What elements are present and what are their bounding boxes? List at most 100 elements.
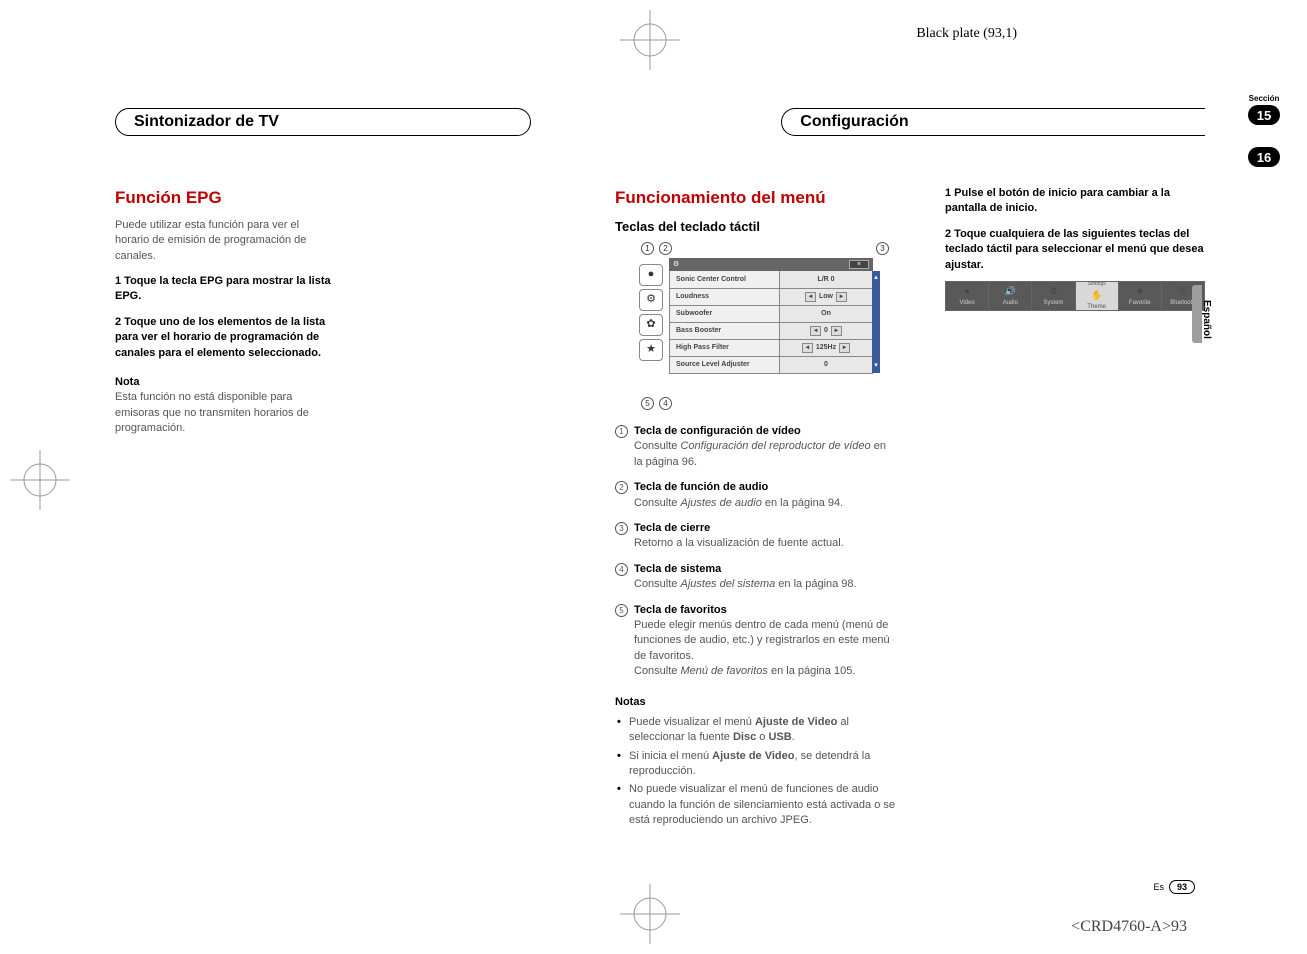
heading-funcion-epg: Función EPG	[115, 186, 333, 210]
footer-code: <CRD4760-A>93	[1071, 918, 1187, 936]
page-number-region: Es 93	[1153, 880, 1195, 894]
epg-step-2: 2 Toque uno de los elementos de la lista…	[115, 315, 333, 361]
pill-configuracion: Configuración	[781, 108, 1205, 136]
system-icon[interactable]: ✿	[639, 314, 663, 336]
right-arrow-icon[interactable]: ►	[836, 292, 847, 302]
key-title: Tecla de configuración de vídeo	[634, 425, 801, 437]
section-badges: Sección 15 16	[1248, 94, 1280, 169]
key-title: Tecla de cierre	[634, 522, 710, 534]
column-right: 1 Pulse el botón de inicio para cambiar …	[945, 186, 1205, 829]
close-icon[interactable]: ×	[849, 260, 869, 269]
bluetooth-icon: ⓑ	[1178, 285, 1187, 298]
key-item: 4 Tecla de sistema Consulte Ajustes del si…	[615, 562, 895, 593]
nota-title: Nota	[115, 375, 333, 390]
video-icon[interactable]: ●	[639, 264, 663, 286]
callout-2: 2	[659, 242, 672, 255]
menu-label: Video	[959, 299, 974, 307]
panel-body: Sonic Center ControlL/R 0 Loudness◄Low► …	[669, 271, 873, 374]
callout-1: 1	[641, 242, 654, 255]
menu-label: Favorite	[1129, 299, 1151, 307]
menu-label: Audio	[1003, 299, 1018, 307]
favorite-icon[interactable]: ★	[639, 339, 663, 361]
callout-5: 5	[641, 397, 654, 410]
touchscreen-panel: 1 2 3 5 4 ● ⚙ ✿ ★ ⚙ × Sonic Center Contr…	[639, 246, 895, 406]
notes-list: Puede visualizar el menú Ajuste de Video…	[615, 715, 895, 829]
nota-body: Esta función no está disponible para emi…	[115, 390, 333, 436]
circled-number: 2	[615, 481, 628, 494]
callout-4: 4	[659, 397, 672, 410]
callout-3: 3	[876, 242, 889, 255]
epg-step-1: 1 Toque la tecla EPG para mostrar la lis…	[115, 274, 333, 305]
key-desc: Consulte Configuración del reproductor d…	[615, 439, 895, 470]
page-content: Sección 15 16 Sintonizador de TV Configu…	[115, 108, 1205, 829]
row-loudness[interactable]: Loudness◄Low►	[670, 288, 872, 305]
section-number-15: 15	[1248, 105, 1280, 125]
circled-number: 5	[615, 604, 628, 617]
row-subwoofer[interactable]: SubwooferOn	[670, 305, 872, 322]
key-desc: Consulte Ajustes de audio en la página 9…	[615, 496, 895, 511]
menu-cell-favorite[interactable]: ★Favorite	[1119, 282, 1162, 310]
system-icon: ⚙	[1049, 285, 1057, 298]
right-arrow-icon[interactable]: ►	[831, 326, 842, 336]
heading-funcionamiento: Funcionamiento del menú	[615, 186, 895, 210]
audio-icon: 🔊	[1005, 285, 1016, 298]
subheading-teclas: Teclas del teclado táctil	[615, 218, 895, 236]
video-icon: ●	[964, 285, 969, 298]
circled-number: 1	[615, 425, 628, 438]
note-item: Puede visualizar el menú Ajuste de Video…	[615, 715, 895, 746]
audio-icon[interactable]: ⚙	[639, 289, 663, 311]
key-item: 3 Tecla de cierre Retorno a la visualizaci…	[615, 521, 895, 552]
crop-mark-left	[10, 450, 70, 510]
theme-icon: ✋	[1091, 289, 1102, 302]
black-plate-label: Black plate (93,1)	[916, 26, 1017, 42]
crop-mark-bottom	[620, 884, 680, 944]
panel-sidebar: ● ⚙ ✿ ★	[639, 264, 667, 361]
page-number: 93	[1169, 880, 1195, 894]
key-title: Tecla de función de audio	[634, 481, 768, 493]
scrollbar[interactable]: ▴▾	[872, 271, 880, 373]
pill-sintonizador: Sintonizador de TV	[115, 108, 531, 136]
menu-label: System	[1043, 299, 1063, 307]
lang-code: Es	[1153, 882, 1164, 892]
key-title: Tecla de sistema	[634, 563, 721, 575]
key-item: 1 Tecla de configuración de vídeo Consulte…	[615, 424, 895, 470]
key-desc: Consulte Ajustes del sistema en la págin…	[615, 577, 895, 592]
key-desc: Puede elegir menús dentro de cada menú (…	[615, 618, 895, 680]
left-arrow-icon[interactable]: ◄	[802, 343, 813, 353]
menu-cell-video[interactable]: ●Video	[946, 282, 989, 310]
key-list: 1 Tecla de configuración de vídeo Consulte…	[615, 424, 895, 679]
left-arrow-icon[interactable]: ◄	[805, 292, 816, 302]
header-row: Sintonizador de TV Configuración	[115, 108, 1205, 136]
favorite-icon: ★	[1136, 285, 1144, 298]
side-language-label: Español	[1201, 300, 1212, 339]
row-bass[interactable]: Bass Booster◄0►	[670, 322, 872, 339]
right-step-1: 1 Pulse el botón de inicio para cambiar …	[945, 186, 1205, 217]
row-hpf[interactable]: High Pass Filter◄125Hz►	[670, 339, 872, 356]
crop-mark-top	[620, 10, 680, 70]
epg-intro: Puede utilizar esta función para ver el …	[115, 218, 333, 264]
menu-cell-audio[interactable]: 🔊Audio	[989, 282, 1032, 310]
key-item: 2 Tecla de función de audio Consulte Ajust…	[615, 480, 895, 511]
note-item: No puede visualizar el menú de funciones…	[615, 782, 895, 828]
note-item: Si inicia el menú Ajuste de Video, se de…	[615, 749, 895, 780]
row-sonic[interactable]: Sonic Center ControlL/R 0	[670, 271, 872, 288]
menu-label: Theme	[1087, 303, 1106, 311]
column-left: Función EPG Puede utilizar esta función …	[115, 186, 333, 829]
section-number-16: 16	[1248, 147, 1280, 167]
key-item: 5 Tecla de favoritos Puede elegir menús de…	[615, 603, 895, 680]
left-arrow-icon[interactable]: ◄	[810, 326, 821, 336]
menu-strip: ●Video🔊Audio⚙SystemSettings✋Theme★Favori…	[945, 281, 1205, 311]
key-title: Tecla de favoritos	[634, 604, 727, 616]
gear-icon: ⚙	[673, 260, 679, 270]
menu-cell-theme[interactable]: Settings✋Theme	[1076, 282, 1119, 310]
right-arrow-icon[interactable]: ►	[839, 343, 850, 353]
circled-number: 3	[615, 522, 628, 535]
key-desc: Retorno a la visualización de fuente act…	[615, 536, 895, 551]
row-sla[interactable]: Source Level Adjuster0	[670, 356, 872, 373]
notas-title: Notas	[615, 695, 895, 710]
column-middle: Funcionamiento del menú Teclas del tecla…	[615, 186, 895, 829]
circled-number: 4	[615, 563, 628, 576]
menu-cell-system[interactable]: ⚙System	[1032, 282, 1075, 310]
panel-titlebar: ⚙ ×	[669, 258, 873, 271]
right-step-2: 2 Toque cualquiera de las siguientes tec…	[945, 227, 1205, 273]
